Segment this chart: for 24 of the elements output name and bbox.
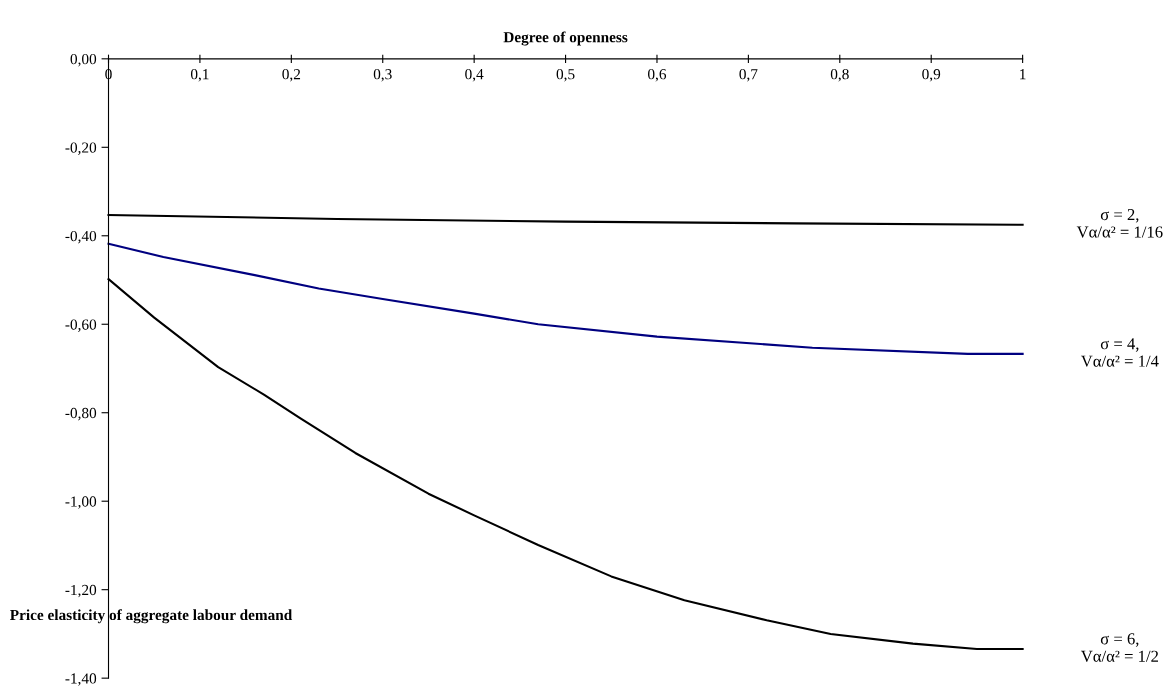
x-tick-label: 0,7 [739, 69, 758, 82]
text: σ = 4, Vα/α² = 1/4 [1080, 338, 1159, 367]
y-tick-label: -0,40 [65, 230, 97, 244]
text: σ = 6, Vα/α² = 1/2 [1080, 633, 1159, 662]
y-tick-label: -1,20 [65, 584, 97, 598]
x-axis-title: Degree of openness [503, 31, 628, 46]
y-tick-label: -0,60 [65, 319, 97, 332]
line-series [107, 242, 1024, 355]
text: σ = 2, Vα/α² = 1/16 [1076, 208, 1163, 238]
x-tick-label: 0,6 [648, 69, 667, 82]
y-axis-title: Price elasticity of aggregate labour demand [10, 609, 293, 624]
x-tick-label: 0,2 [282, 69, 301, 82]
y-tick-label: -0,20 [65, 142, 97, 155]
x-tick-label: 0,4 [465, 69, 484, 82]
x-tick-label: 0,1 [190, 69, 209, 82]
x-tick-label: 0,3 [373, 69, 392, 82]
x-tick-label: 0,5 [556, 69, 575, 82]
y-tick-label: -1,00 [65, 496, 97, 509]
y-tick-label: 0,00 [70, 53, 97, 67]
x-tick-label: 0,8 [830, 69, 849, 82]
x-tick-label: 0,9 [922, 69, 941, 82]
y-tick-label: -0,80 [65, 407, 97, 421]
y-tick-label: -1,40 [65, 673, 97, 686]
x-tick-label: 1 [1020, 69, 1026, 80]
